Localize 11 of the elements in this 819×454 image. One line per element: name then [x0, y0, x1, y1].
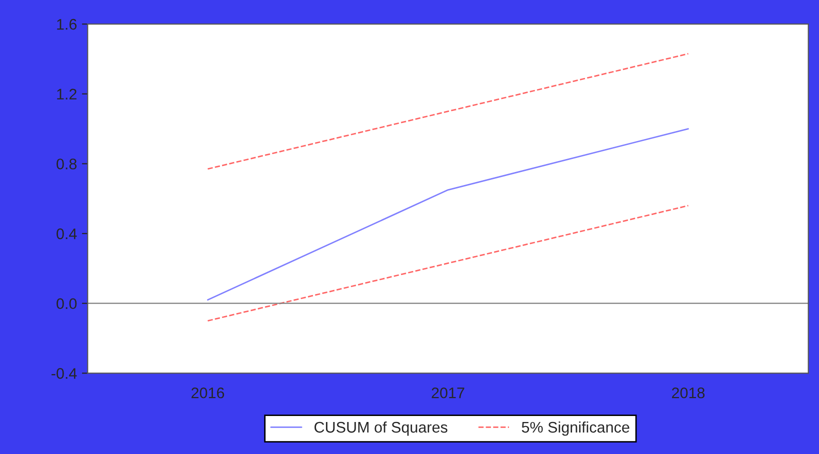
y-tick-label: 0.0: [56, 298, 77, 310]
y-tick-label: 0.4: [56, 228, 77, 240]
legend-label: 5% Significance: [522, 421, 630, 436]
x-tick-label: 2018: [672, 387, 705, 398]
y-tick-label: 1.2: [57, 88, 76, 100]
x-tick-label: 2016: [192, 387, 224, 398]
y-tick-label: 1.6: [57, 18, 77, 30]
legend-label: CUSUM of Squares: [314, 421, 448, 436]
x-tick-label: 2017: [432, 387, 464, 398]
y-tick-label: -0.4: [52, 368, 77, 379]
y-tick-label: 0.8: [56, 158, 77, 170]
